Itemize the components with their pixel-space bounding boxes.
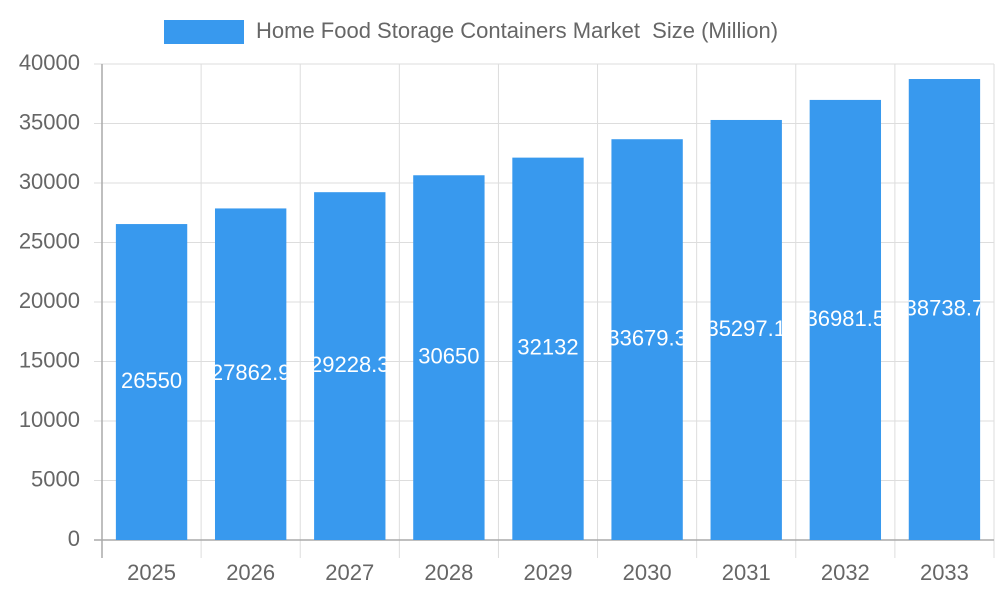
value-label: 35297.1 <box>706 316 786 341</box>
x-tick-label: 2030 <box>623 560 672 585</box>
x-tick-label: 2031 <box>722 560 771 585</box>
y-tick-label: 5000 <box>31 466 80 491</box>
x-tick-label: 2029 <box>524 560 573 585</box>
y-tick-label: 35000 <box>19 109 80 134</box>
y-tick-label: 40000 <box>19 50 80 75</box>
bar <box>214 208 287 540</box>
x-tick-label: 2027 <box>325 560 374 585</box>
bar <box>710 119 782 540</box>
bar <box>809 99 882 540</box>
legend-swatch <box>164 20 244 44</box>
x-tick-label: 2025 <box>127 560 176 585</box>
legend-label: Home Food Storage Containers Market Size… <box>256 18 778 43</box>
bar <box>413 175 485 540</box>
y-tick-label: 20000 <box>19 288 80 313</box>
bar <box>908 79 981 541</box>
value-label: 36981.5 <box>806 306 886 331</box>
value-label: 32132 <box>517 335 578 360</box>
bar <box>115 224 188 540</box>
value-label: 33679.3 <box>607 325 687 350</box>
value-label: 26550 <box>121 368 182 393</box>
y-tick-label: 30000 <box>19 169 80 194</box>
y-tick-label: 0 <box>68 526 80 551</box>
y-tick-label: 15000 <box>19 347 80 372</box>
value-label: 38738.7 <box>905 295 985 320</box>
bar <box>314 192 386 540</box>
x-tick-label: 2028 <box>424 560 473 585</box>
y-tick-label: 10000 <box>19 407 80 432</box>
value-label: 27862.9 <box>211 360 291 385</box>
value-label: 30650 <box>418 343 479 368</box>
x-tick-label: 2026 <box>226 560 275 585</box>
x-tick-label: 2032 <box>821 560 870 585</box>
x-tick-label: 2033 <box>920 560 969 585</box>
bar <box>611 139 683 541</box>
value-label: 29228.3 <box>310 352 390 377</box>
bar <box>512 157 584 540</box>
y-tick-label: 25000 <box>19 228 80 253</box>
